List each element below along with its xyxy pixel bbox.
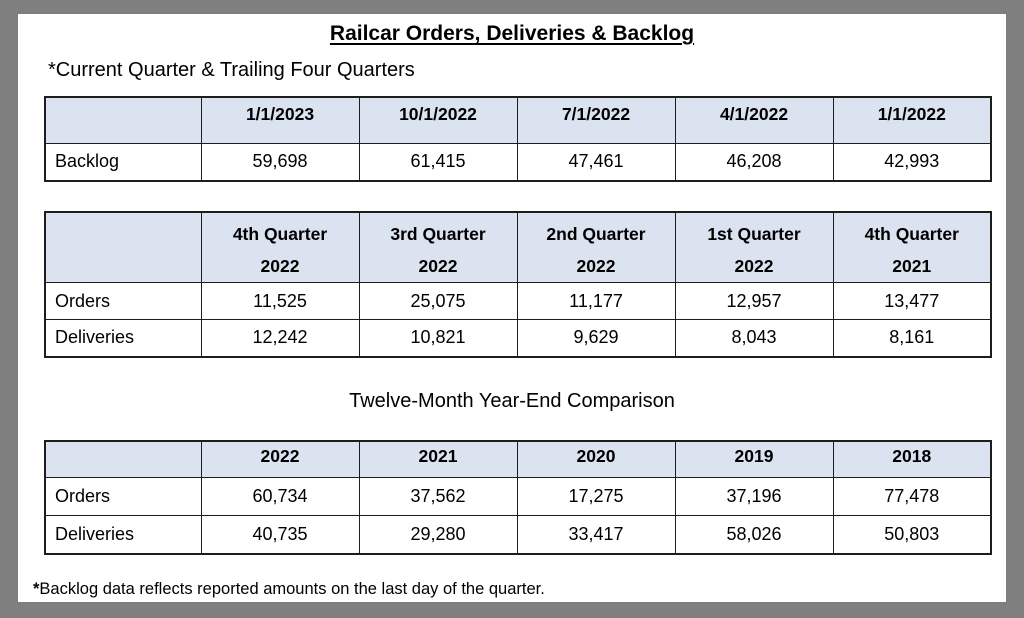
yearly-header-row: 2022 2021 2020 2019 2018 [44,440,992,478]
header-cell: 1/1/2022 [832,96,992,144]
data-cell: 61,415 [358,142,518,182]
data-cell: 13,477 [832,282,992,320]
data-cell: 42,993 [832,142,992,182]
data-cell: 46,208 [674,142,834,182]
header-cell: 4th Quarter 2021 [832,211,992,283]
corner-cell [44,96,202,144]
header-cell: 2022 [200,440,360,478]
data-cell: 37,562 [358,477,518,516]
data-cell: 37,196 [674,477,834,516]
header-cell: 7/1/2022 [516,96,676,144]
row-label: Deliveries [44,319,202,357]
document-title: Railcar Orders, Deliveries & Backlog [329,22,695,45]
document-page: Railcar Orders, Deliveries & Backlog *Cu… [18,14,1006,602]
data-cell: 50,803 [832,515,992,554]
data-cell: 11,177 [516,282,676,320]
data-cell: 9,629 [516,319,676,357]
year-end-comparison-heading: Twelve-Month Year-End Comparison [349,389,675,412]
data-cell: 12,957 [674,282,834,320]
data-cell: 60,734 [200,477,360,516]
row-label: Orders [44,282,202,320]
backlog-header-row: 1/1/2023 10/1/2022 7/1/2022 4/1/2022 1/1… [44,96,992,144]
header-cell: 1/1/2023 [200,96,360,144]
table-row: Deliveries 12,242 10,821 9,629 8,043 8,1… [44,319,992,357]
table-row: Orders 11,525 25,075 11,177 12,957 13,47… [44,282,992,320]
data-cell: 17,275 [516,477,676,516]
header-cell: 10/1/2022 [358,96,518,144]
header-cell: 2019 [674,440,834,478]
header-cell: 2nd Quarter 2022 [516,211,676,283]
header-cell: 3rd Quarter 2022 [358,211,518,283]
header-cell: 2021 [358,440,518,478]
header-cell: 1st Quarter 2022 [674,211,834,283]
data-cell: 77,478 [832,477,992,516]
data-cell: 25,075 [358,282,518,320]
corner-cell [44,440,202,478]
data-cell: 12,242 [200,319,360,357]
data-cell: 59,698 [200,142,360,182]
row-label: Deliveries [44,515,202,554]
header-cell: 2018 [832,440,992,478]
table-row: Orders 60,734 37,562 17,275 37,196 77,47… [44,477,992,516]
data-cell: 40,735 [200,515,360,554]
header-cell: 4/1/2022 [674,96,834,144]
backlog-footnote: *Backlog data reflects reported amounts … [33,580,1006,599]
data-cell: 29,280 [358,515,518,554]
header-cell: 2020 [516,440,676,478]
corner-cell [44,211,202,283]
data-cell: 11,525 [200,282,360,320]
table-row: Deliveries 40,735 29,280 33,417 58,026 5… [44,515,992,554]
header-cell: 4th Quarter 2022 [200,211,360,283]
data-cell: 10,821 [358,319,518,357]
row-label: Orders [44,477,202,516]
table-row: Backlog 59,698 61,415 47,461 46,208 42,9… [44,142,992,182]
data-cell: 58,026 [674,515,834,554]
yearly-table: 2022 2021 2020 2019 2018 Orders 60,734 3… [44,439,992,555]
data-cell: 47,461 [516,142,676,182]
current-quarter-subtitle: *Current Quarter & Trailing Four Quarter… [48,59,415,81]
data-cell: 33,417 [516,515,676,554]
footnote-marker: * [33,579,40,598]
data-cell: 8,161 [832,319,992,357]
footnote-text: Backlog data reflects reported amounts o… [39,579,545,598]
quarterly-table: 4th Quarter 2022 3rd Quarter 2022 2nd Qu… [44,211,992,358]
backlog-table: 1/1/2023 10/1/2022 7/1/2022 4/1/2022 1/1… [44,96,992,182]
row-label: Backlog [44,142,202,182]
data-cell: 8,043 [674,319,834,357]
quarterly-header-row: 4th Quarter 2022 3rd Quarter 2022 2nd Qu… [44,211,992,283]
